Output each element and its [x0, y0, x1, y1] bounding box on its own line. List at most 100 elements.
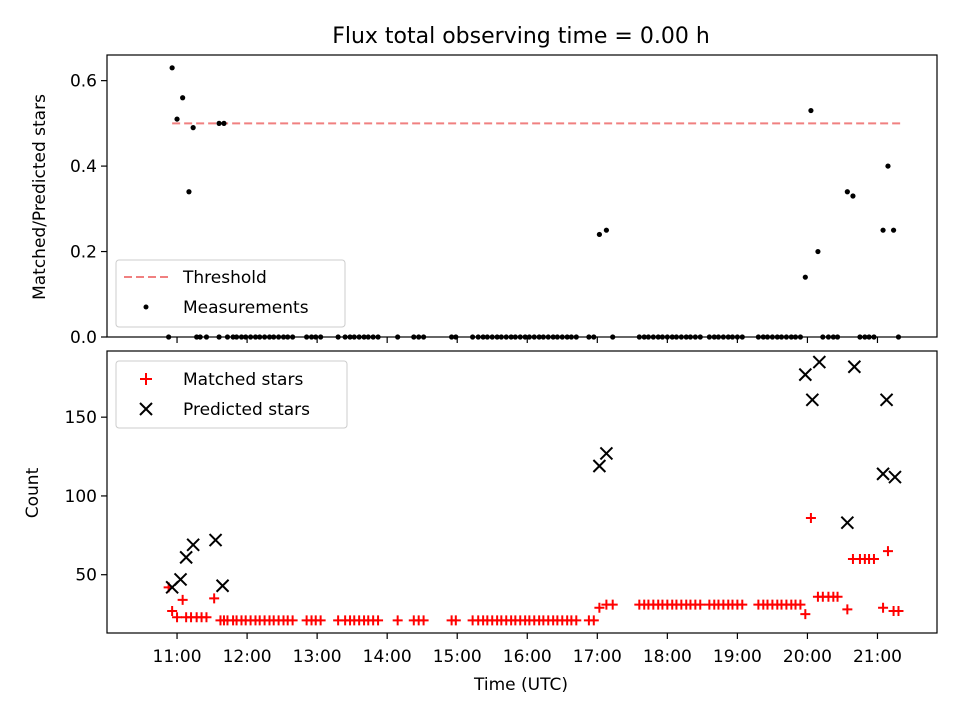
bottom-x-tick-label: 12:00 — [223, 647, 272, 667]
predicted-star-point — [840, 516, 855, 530]
bottom-x-tick-label: 19:00 — [713, 647, 762, 667]
bottom-x-tick-label: 18:00 — [643, 647, 692, 667]
top-y-tick-label: 0.6 — [70, 72, 97, 92]
bottom-y-ticks: 50 100 150 — [65, 408, 107, 586]
measurement-point — [808, 107, 814, 114]
predicted-star-point — [592, 459, 607, 473]
predicted-star-point — [798, 367, 813, 382]
predicted-star-point — [208, 533, 223, 547]
matched-star-point — [315, 615, 326, 626]
matched-star-point — [594, 602, 605, 613]
bottom-legend: Matched stars Predicted stars — [115, 360, 348, 429]
bottom-x-tick-label: 20:00 — [783, 647, 832, 667]
top-axes-frame — [106, 54, 938, 338]
bottom-legend-box — [115, 360, 348, 429]
measurement-point — [216, 120, 222, 126]
bottom-x-tick-label: 21:00 — [853, 647, 902, 667]
matched-star-point — [392, 615, 403, 626]
legend-predicted-swatch — [139, 402, 153, 416]
matched-star-point — [607, 599, 618, 610]
legend-matched-swatch — [140, 373, 152, 385]
top-y-tick-label: 0.0 — [70, 328, 97, 348]
predicted-star-point — [812, 355, 827, 369]
matched-star-point — [695, 599, 706, 610]
measurement-point — [844, 189, 850, 195]
bottom-x-tick-label: 13:00 — [293, 647, 342, 667]
bottom-axes-frame — [106, 350, 938, 634]
top-legend-box — [115, 259, 346, 328]
matched-star-point — [172, 612, 183, 623]
matched-star-point — [177, 594, 188, 605]
matched-star-point — [800, 609, 811, 620]
matched-star-point — [209, 593, 220, 604]
measurement-point — [603, 227, 610, 233]
predicted-star-point — [879, 393, 894, 407]
matched-star-point — [571, 615, 582, 626]
matched-star-point — [842, 604, 853, 615]
top-y-axis-label: Matched/Predicted stars — [30, 94, 50, 300]
top-y-tick-label: 0.2 — [70, 243, 97, 263]
legend-threshold-label: Threshold — [182, 268, 267, 288]
bottom-x-tick-label: 17:00 — [573, 647, 622, 667]
matched-star-point — [418, 615, 429, 626]
matched-star-point — [201, 612, 212, 623]
matched-star-point — [882, 546, 893, 557]
figure-title: Flux total observing time = 0.00 h — [332, 24, 710, 49]
bottom-plot-area — [163, 355, 904, 626]
measurement-point — [596, 231, 602, 238]
matched-star-point — [167, 605, 178, 616]
measurement-point — [169, 65, 175, 71]
matched-star-point — [795, 599, 806, 610]
top-x-ticks — [176, 337, 879, 343]
bottom-x-tick-label: 11:00 — [153, 647, 202, 667]
measurement-point — [174, 116, 180, 122]
predicted-star-point — [186, 538, 200, 552]
measurement-point — [880, 227, 886, 233]
bottom-x-axis-label: Time (UTC) — [473, 675, 568, 695]
bottom-x-ticks: 11:00 12:00 13:00 14:00 15:00 16:00 17:00 18:00… — [153, 633, 902, 667]
bottom-y-tick-label: 100 — [65, 487, 97, 507]
bottom-y-axis-label: Count — [23, 467, 43, 518]
legend-measurements-swatch — [143, 304, 149, 310]
bottom-x-tick-label: 16:00 — [503, 647, 552, 667]
predicted-star-point — [215, 579, 230, 593]
measurement-point — [186, 189, 192, 195]
predicted-star-point — [173, 572, 188, 587]
bottom-x-tick-label: 15:00 — [433, 647, 482, 667]
measurement-point — [885, 163, 891, 169]
top-legend: Threshold Measurements — [115, 259, 346, 328]
predicted-star-point — [888, 470, 902, 484]
bottom-x-tick-label: 14:00 — [363, 647, 412, 667]
predicted-star-point — [179, 550, 193, 565]
legend-predicted-label: Predicted stars — [183, 400, 310, 420]
measurement-point — [221, 120, 227, 126]
measurement-point — [850, 193, 856, 199]
measurement-point — [190, 125, 196, 131]
predicted-star-point — [876, 467, 890, 481]
bottom-y-tick-label: 150 — [65, 408, 97, 428]
predicted-star-point — [805, 393, 820, 407]
matched-star-point — [588, 615, 599, 626]
matched-star-point — [287, 615, 298, 626]
predicted-star-point — [847, 360, 862, 374]
legend-measurements-label: Measurements — [183, 298, 309, 318]
matched-star-point — [450, 615, 461, 626]
matched-star-point — [805, 512, 816, 523]
measurement-point — [815, 248, 821, 255]
matched-star-point — [832, 591, 843, 602]
measurement-point — [890, 227, 897, 233]
matched-star-point — [737, 599, 748, 610]
measurement-point — [180, 95, 186, 101]
matched-star-point — [878, 602, 889, 613]
top-y-tick-label: 0.4 — [70, 157, 97, 177]
top-panel: 0.0 0.2 0.4 0.6 Matched/Predicted stars Thr… — [30, 54, 938, 348]
matched-star-point — [373, 615, 384, 626]
predicted-star-point — [599, 446, 614, 461]
matched-star-point — [893, 605, 904, 616]
legend-matched-label: Matched stars — [183, 370, 303, 390]
bottom-y-tick-label: 50 — [75, 566, 97, 586]
matched-star-point — [868, 553, 879, 564]
measurement-point — [802, 274, 808, 280]
